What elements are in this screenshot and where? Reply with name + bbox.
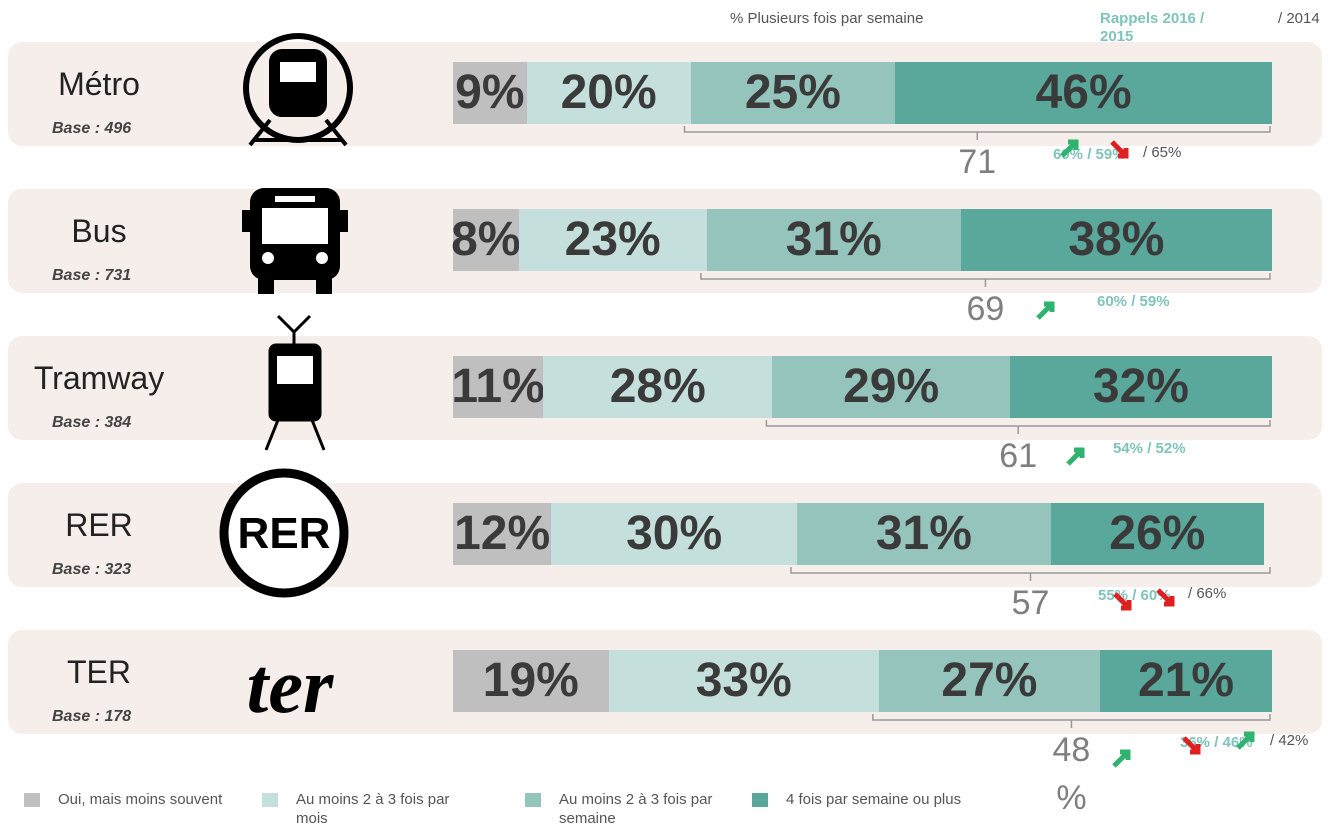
bar-segment [453,503,552,565]
value-label: 19% [482,654,579,707]
bar-segment [706,209,961,271]
value-label: 46% [1035,66,1132,119]
legend-label: Au moins 2 à 3 fois par semaine [559,791,713,827]
total-bracket [872,714,1271,728]
bar-segment [453,356,544,418]
recall-header: Rappels 2016 / 2015 [1100,10,1205,45]
value-label: 11% [451,360,545,413]
bar-segment [526,62,691,124]
category-label: Métro [58,66,140,102]
legend-swatch [752,793,768,807]
recall-2014-label: / 66% [1188,585,1227,602]
subtitle: % Plusieurs fois par semaine [730,10,924,27]
bar-segment [772,356,1010,418]
category-label: Bus [71,213,127,249]
base-label: Base : 496 [52,120,132,137]
value-label: 32% [1092,360,1189,413]
value-label: 28% [609,360,706,413]
bar-segment [690,62,896,124]
bar-segment [796,503,1051,565]
ter-logo: ter [247,642,334,729]
bar-segment [608,650,879,712]
rer-icon: RER [219,468,349,598]
value-label: 25% [744,66,841,119]
value-label: 20% [560,66,657,119]
value-label: 21% [1137,654,1235,707]
bar-segment [1009,356,1272,418]
value-label: 12% [454,507,551,560]
total-bracket [790,567,1271,581]
base-label: Base : 323 [52,561,132,578]
category-label: RER [65,507,133,543]
base-label: Base : 384 [52,414,132,431]
value-label: 31% [785,213,882,266]
category-label: TER [67,654,131,690]
base-label: Base : 731 [52,267,132,284]
recall-2014-label: / 65% [1143,144,1182,161]
total-bracket [700,273,1271,287]
base-label: Base : 178 [52,708,132,725]
legend-label: Au moins 2 à 3 fois par mois [296,791,450,827]
rer-logo: RER [238,509,331,558]
recall-2014-label: / 42% [1270,732,1309,749]
value-label: 38% [1068,213,1165,266]
bar-segment [543,356,773,418]
legend-swatch [525,793,541,807]
total-bracket [683,126,1271,140]
legend-label: Oui, mais moins souvent [58,791,223,808]
total-bracket [765,420,1271,434]
value-label: 29% [843,360,940,413]
legend-label: 4 fois par semaine ou plus [786,791,962,808]
bar-segment [551,503,797,565]
value-label: 31% [875,507,972,560]
bar-segment [1050,503,1264,565]
value-label: 27% [941,654,1038,707]
recall-label: 60% / 59% [1097,293,1170,310]
legend-swatch [262,793,278,807]
bar-segment [895,62,1272,124]
category-label: Tramway [33,360,165,396]
value-label: 26% [1109,507,1206,560]
value-label: 9% [455,66,525,119]
recall-label: 54% / 52% [1113,440,1186,457]
tram-icon [264,314,326,451]
bar-segment [1100,650,1272,712]
bar-segment [878,650,1100,712]
value-label: 30% [626,507,723,560]
total-label: 48 % [1052,731,1091,817]
recall-label: 55% / 60% [1098,587,1171,604]
bar-segment [453,209,519,271]
bar-segment [453,62,527,124]
recall-header-2014: / 2014 [1278,10,1320,27]
trend-arrows [1036,139,1255,768]
value-label: 23% [564,213,661,266]
bus-icon [242,188,348,294]
metro-icon [243,33,353,147]
value-label: 8% [451,213,521,266]
bar-segment [453,650,609,712]
value-label: 33% [695,654,792,707]
legend-swatch [24,793,40,807]
bar-segment [518,209,707,271]
bar-segment [960,209,1272,271]
